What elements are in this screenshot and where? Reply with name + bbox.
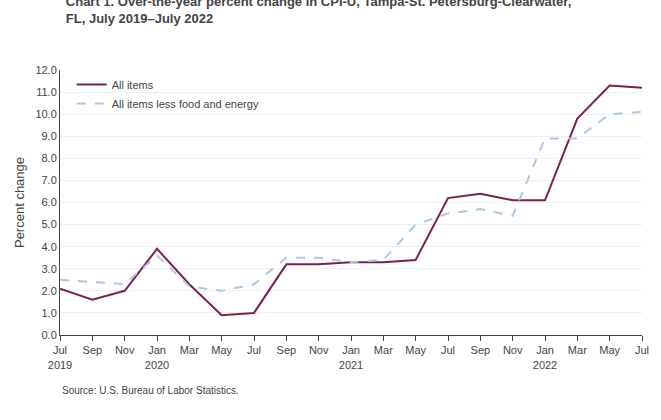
- svg-text:Nov: Nov: [503, 344, 523, 356]
- svg-text:Jul: Jul: [635, 344, 649, 356]
- svg-text:Chart 1. Over-the-year percent: Chart 1. Over-the-year percent change in…: [66, 0, 571, 26]
- svg-text:Jan2021: Jan2021: [339, 344, 363, 370]
- svg-text:Jul2019: Jul2019: [48, 344, 72, 370]
- svg-text:May: May: [211, 344, 232, 356]
- svg-text:6.0: 6.0: [42, 196, 57, 208]
- svg-text:Sep: Sep: [83, 344, 103, 356]
- svg-text:Jul: Jul: [247, 344, 261, 356]
- svg-text:Percent change: Percent change: [12, 157, 27, 248]
- svg-text:11.0: 11.0: [36, 86, 57, 98]
- svg-text:7.0: 7.0: [42, 174, 57, 186]
- svg-text:All items less food and energy: All items less food and energy: [112, 98, 259, 110]
- svg-text:Mar: Mar: [180, 344, 199, 356]
- svg-text:2.0: 2.0: [42, 285, 57, 297]
- svg-text:Jan2020: Jan2020: [145, 344, 169, 370]
- svg-text:Mar: Mar: [568, 344, 587, 356]
- svg-text:8.0: 8.0: [42, 152, 57, 164]
- svg-text:0.0: 0.0: [42, 329, 57, 341]
- svg-text:May: May: [405, 344, 426, 356]
- svg-text:12.0: 12.0: [35, 64, 56, 76]
- svg-text:Sep: Sep: [277, 344, 297, 356]
- svg-text:May: May: [599, 344, 620, 356]
- svg-text:5.0: 5.0: [42, 218, 57, 230]
- svg-text:1.0: 1.0: [42, 307, 57, 319]
- svg-text:All items: All items: [112, 79, 154, 91]
- svg-text:Jan2022: Jan2022: [533, 344, 557, 370]
- svg-text:Jul: Jul: [441, 344, 455, 356]
- svg-text:Nov: Nov: [115, 344, 135, 356]
- svg-text:10.0: 10.0: [35, 108, 56, 120]
- svg-text:9.0: 9.0: [42, 130, 57, 142]
- svg-text:Sep: Sep: [471, 344, 491, 356]
- svg-text:Source: U.S. Bureau of Labor S: Source: U.S. Bureau of Labor Statistics.: [62, 385, 239, 396]
- svg-text:3.0: 3.0: [42, 263, 57, 275]
- svg-text:Mar: Mar: [374, 344, 393, 356]
- svg-text:4.0: 4.0: [42, 241, 57, 253]
- svg-text:Nov: Nov: [309, 344, 329, 356]
